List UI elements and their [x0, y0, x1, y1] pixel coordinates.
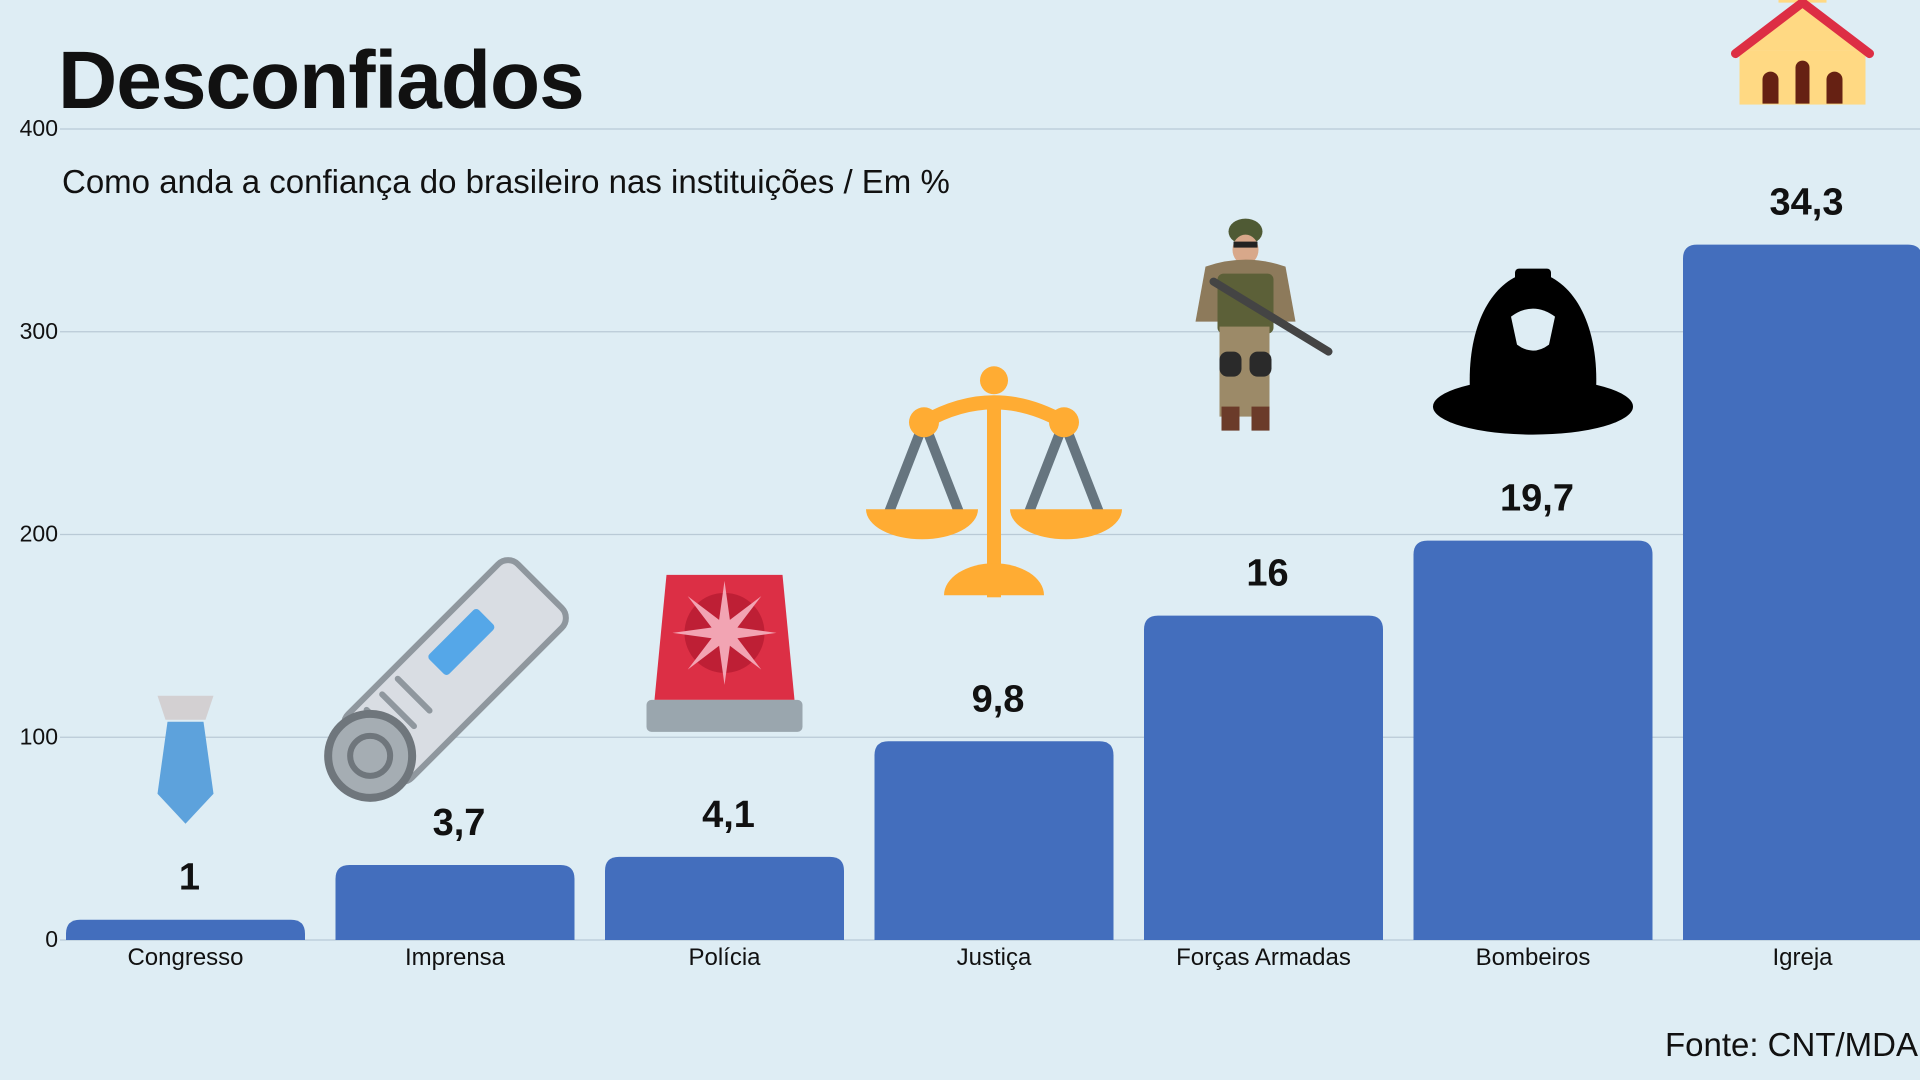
x-tick-label: Forças Armadas: [1176, 944, 1351, 971]
church-icon: [1731, 0, 1874, 105]
necktie-icon: [157, 695, 214, 824]
bar-justiça: [874, 741, 1114, 940]
value-label: 4,1: [702, 794, 755, 836]
police-siren-icon: [646, 574, 803, 732]
balance-scale-icon: [866, 366, 1122, 598]
value-label: 34,3: [1770, 182, 1844, 224]
newspaper-icon: [324, 557, 569, 802]
x-tick-label: Bombeiros: [1476, 944, 1591, 971]
y-tick-label: 0: [45, 926, 58, 952]
x-tick-label: Justiça: [957, 944, 1032, 971]
chart-title: Desconfiados: [58, 35, 585, 126]
x-tick-label: Congresso: [127, 944, 243, 971]
y-tick-label: 300: [20, 318, 58, 344]
bars: [66, 244, 1920, 940]
bar-igreja: [1683, 244, 1920, 940]
source-note: Fonte: CNT/MDA: [1664, 1026, 1918, 1063]
x-tick-label: Polícia: [688, 944, 761, 971]
value-label: 3,7: [433, 802, 486, 844]
bar-bombeiros: [1413, 540, 1653, 940]
y-tick-label: 400: [20, 115, 58, 141]
value-label: 1: [179, 857, 200, 899]
bar-imprensa: [335, 864, 575, 940]
value-labels: 1 3,7 4,1 9,8 16 19,7 34,3: [179, 182, 1844, 899]
chart-subtitle: Como anda a confiança do brasileiro nas …: [62, 163, 950, 200]
bar-congresso: [66, 919, 305, 940]
y-axis: 0 100 200 300 400: [20, 115, 58, 952]
value-label: 9,8: [972, 678, 1025, 720]
bar-forças-armadas: [1144, 615, 1383, 940]
y-tick-label: 100: [20, 723, 58, 749]
soldier-icon: [1195, 218, 1333, 431]
x-tick-label: Igreja: [1772, 944, 1833, 971]
x-tick-label: Imprensa: [405, 944, 506, 971]
value-label: 16: [1246, 553, 1288, 595]
category-icons: [157, 0, 1874, 824]
bar-polícia: [605, 856, 844, 940]
firefighter-helmet-icon: [1433, 268, 1633, 435]
x-axis: Congresso Imprensa Polícia Justiça Forças Ar…: [127, 944, 1833, 971]
y-tick-label: 200: [20, 521, 58, 547]
value-label: 19,7: [1500, 478, 1574, 520]
